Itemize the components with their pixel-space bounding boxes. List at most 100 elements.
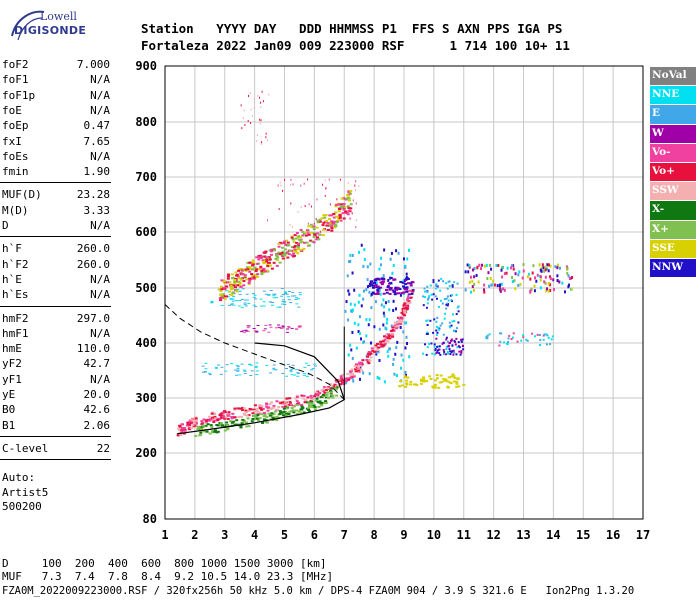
trace-point-second-hop [272,261,276,264]
param-value: 20.0 [83,388,111,401]
trace-point-second-hop [284,248,288,251]
trace-point-x-trace [331,394,335,397]
trace-point-o-trace [230,417,234,420]
trace-point-second-hop [252,277,256,280]
param-value: N/A [90,73,110,87]
trace-point-o-trace [339,375,343,378]
echo-point [268,324,272,326]
echo-point [533,284,536,288]
echo-point [425,332,428,335]
echo-point [366,285,369,289]
echo-point [538,333,541,336]
echo-point [522,334,525,337]
echo-point [425,319,428,322]
trace-point-x-trace [201,424,205,427]
echo-point [464,288,467,292]
echo-point [391,271,394,275]
trace-point-o-trace [192,422,196,425]
trace-point-x-trace [295,403,299,406]
trace-point-second-hop [253,266,257,269]
echo-point [256,325,260,327]
echo-point [456,306,459,309]
trace-point-o-trace [277,406,281,409]
echo-point [277,326,281,328]
trace-point-x-trace [194,434,198,437]
trace-point-x-trace [233,423,237,426]
echo-point [407,293,411,296]
echo-point [295,297,299,299]
echo-point [349,253,352,257]
echo-point [497,263,500,267]
echo-point [277,184,279,187]
echo-point [434,349,437,352]
trace-point-o-trace [194,416,198,419]
trace-point-second-hop [299,249,303,252]
echo-point [263,328,267,330]
trace-point-second-hop [293,250,297,253]
echo-point [308,203,310,206]
echo-point [290,374,294,376]
echo-point [431,352,434,355]
echo-point [554,265,557,269]
trace-point-second-hop [262,255,266,258]
echo-point [503,272,506,276]
trace-point-o-trace [401,313,405,316]
echo-point [470,290,473,294]
trace-point-x-trace [206,423,210,426]
echo-point [253,330,257,332]
echo-point [297,298,301,300]
echo-point [285,368,289,370]
trace-point-second-hop [342,203,346,206]
param-row-clevel: C-level 22 [2,442,110,456]
param-value: 7.000 [76,58,110,71]
echo-point [449,326,452,329]
echo-point [443,298,446,301]
echo-point [376,285,380,288]
trace-point-second-hop [312,232,316,235]
echo-point [370,306,373,310]
trace-point-second-hop [257,258,261,261]
param-name: fxI [2,134,22,148]
trace-point-x-trace [252,415,256,418]
trace-point-second-hop [242,280,246,283]
trace-point-second-hop [330,220,334,223]
trace-point-second-hop [306,232,310,235]
echo-point [517,273,520,277]
echo-point [544,268,547,272]
echo-point [290,368,294,370]
trace-point-o-trace [384,337,388,340]
trace-point-second-hop [262,262,266,265]
trace-point-o-trace [294,403,298,406]
trace-point-x-trace [202,425,206,428]
trace-point-o-trace [252,409,256,412]
echo-point [237,305,241,307]
trace-point-second-hop [247,281,251,284]
echo-point [471,279,474,283]
echo-point [278,306,282,308]
echo-point [201,371,205,373]
echo-point [257,94,259,97]
echo-point [392,362,395,366]
echo-point [283,293,287,295]
trace-point-second-hop [341,212,345,215]
echo-point [328,178,330,181]
legend-item-x: X- [650,200,696,220]
trace-point-second-hop [328,222,332,225]
echo-point [386,285,390,288]
echo-point [456,346,459,349]
trace-point-o-trace [242,412,246,415]
legend-item-vo: Vo+ [650,161,696,182]
trace-point-second-hop [307,225,311,228]
echo-point [231,300,235,302]
echo-point [390,324,393,328]
trace-point-second-hop [270,267,274,270]
echo-point [426,285,429,288]
echo-point [455,293,458,296]
trace-point-x-trace [320,402,324,405]
echo-point [549,275,552,279]
echo-point [290,183,292,186]
trace-point-o-trace [399,323,403,326]
trace-point-o-trace [216,419,220,422]
trace-point-x-trace [278,410,282,413]
trace-point-o-trace [314,391,318,394]
